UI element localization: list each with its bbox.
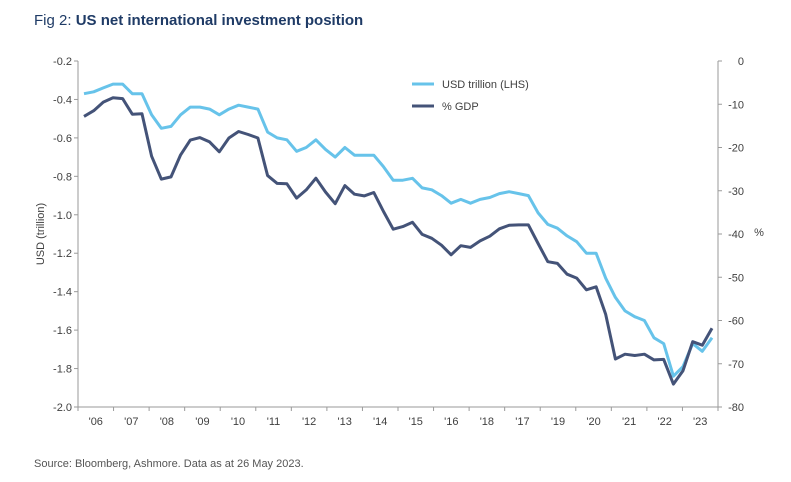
x-tick-label: '13 (337, 416, 351, 428)
right-tick-label: -20 (728, 143, 744, 155)
left-tick-label: -1.2 (53, 248, 72, 260)
chart-legend: USD trillion (LHS) % GDP (412, 79, 529, 113)
x-tick-label: '09 (195, 416, 209, 428)
chart-lines (83, 82, 714, 386)
x-tick-label: '18 (480, 416, 494, 428)
x-tick-label: '06 (89, 416, 103, 428)
x-tick-label: '08 (160, 416, 174, 428)
left-tick-label: -1.8 (53, 364, 72, 376)
right-tick-label: -40 (728, 229, 744, 241)
usd-trillion-line (83, 82, 714, 378)
x-tick-label: '21 (622, 416, 636, 428)
x-tick-label: '23 (693, 416, 707, 428)
right-tick-label: -10 (728, 99, 744, 111)
left-tick-label: -1.6 (53, 325, 72, 337)
right-tick-label: -70 (728, 359, 744, 371)
x-tick-label: '15 (409, 416, 423, 428)
x-tick-label: '14 (373, 416, 387, 428)
right-tick-label: -50 (728, 272, 744, 284)
left-tick-label: -0.8 (53, 171, 72, 183)
left-tick-label: -1.4 (53, 287, 72, 299)
left-tick-label: -2.0 (53, 402, 72, 414)
chart-title: Fig 2: US net international investment p… (34, 12, 363, 29)
x-tick-label: '10 (231, 416, 245, 428)
x-tick-label: '19 (551, 416, 565, 428)
right-axis-title: % (754, 227, 764, 239)
x-tick-label: '22 (657, 416, 671, 428)
left-tick-label: -1.0 (53, 210, 72, 222)
left-tick-label: -0.2 (53, 56, 72, 68)
figure-title: US net international investment position (75, 12, 364, 29)
x-tick-label: '07 (124, 416, 138, 428)
figure-number: Fig 2: (34, 12, 72, 29)
x-tick-label: '16 (444, 416, 458, 428)
chart-axes: -0.2 -0.4 -0.6 -0.8 -1.0 -1.2 -1.4 -1.6 -1.8 -2.0… (35, 56, 764, 428)
gdp-percent-line (83, 96, 714, 386)
legend-label: % GDP (442, 101, 479, 113)
right-tick-label: -30 (728, 186, 744, 198)
legend-label: USD trillion (LHS) (442, 79, 529, 91)
x-tick-label: '12 (302, 416, 316, 428)
right-tick-label: 0 (738, 56, 744, 68)
x-tick-label: '17 (515, 416, 529, 428)
right-tick-label: -80 (728, 402, 744, 414)
source-note: Source: Bloomberg, Ashmore. Data as at 2… (34, 458, 304, 470)
x-tick-label: '11 (267, 416, 281, 428)
x-tick-label: '20 (586, 416, 600, 428)
left-axis-title: USD (trillion) (35, 203, 47, 265)
right-tick-label: -60 (728, 316, 744, 328)
left-tick-label: -0.6 (53, 133, 72, 145)
left-tick-label: -0.4 (53, 94, 72, 106)
